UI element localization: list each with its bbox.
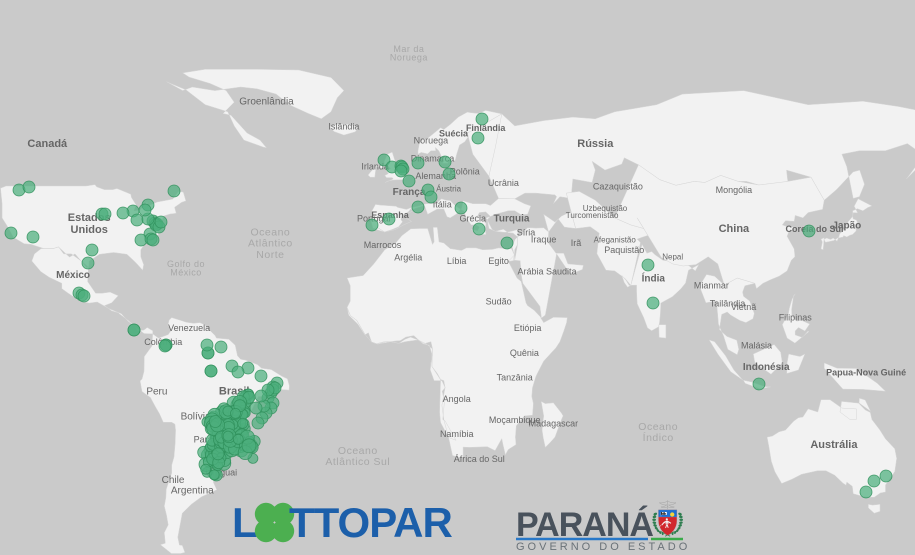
svg-text:Malásia: Malásia xyxy=(741,341,772,351)
svg-text:Islândia: Islândia xyxy=(328,122,359,132)
svg-text:Peru: Peru xyxy=(146,387,167,398)
svg-text:Cazaquistão: Cazaquistão xyxy=(593,182,643,192)
svg-text:Etiópia: Etiópia xyxy=(514,323,542,333)
svg-text:Tanzânia: Tanzânia xyxy=(497,373,533,383)
svg-text:Noruega: Noruega xyxy=(390,53,428,63)
svg-text:Egito: Egito xyxy=(488,256,509,266)
svg-text:Suécia: Suécia xyxy=(439,129,469,139)
svg-text:Sudão: Sudão xyxy=(486,297,512,307)
svg-text:Atlântico Sul: Atlântico Sul xyxy=(325,456,390,468)
svg-text:Síria: Síria xyxy=(517,228,536,238)
svg-text:Oceano: Oceano xyxy=(251,226,291,238)
svg-text:Namíbia: Namíbia xyxy=(440,429,474,439)
svg-text:Finlândia: Finlândia xyxy=(466,123,506,133)
svg-text:Groenlândia: Groenlândia xyxy=(239,97,294,108)
svg-text:Turcomenistão: Turcomenistão xyxy=(566,211,619,220)
svg-text:L: L xyxy=(232,499,257,546)
svg-text:Argélia: Argélia xyxy=(394,252,422,262)
svg-text:China: China xyxy=(719,223,750,235)
svg-text:México: México xyxy=(56,270,90,281)
svg-text:Angola: Angola xyxy=(443,394,471,404)
svg-text:França: França xyxy=(393,187,426,198)
svg-text:Chile: Chile xyxy=(162,475,185,486)
svg-text:Índico: Índico xyxy=(643,431,674,444)
svg-text:Marrocos: Marrocos xyxy=(364,240,402,250)
svg-text:Argentina: Argentina xyxy=(171,486,214,497)
svg-text:Mianmar: Mianmar xyxy=(694,281,729,291)
svg-text:GOVERNO DO ESTADO: GOVERNO DO ESTADO xyxy=(516,541,690,553)
svg-text:Canadá: Canadá xyxy=(27,138,68,150)
svg-text:Madagascar: Madagascar xyxy=(529,419,579,429)
svg-text:Papua-Nova Guiné: Papua-Nova Guiné xyxy=(826,367,906,377)
svg-text:Atlântico: Atlântico xyxy=(248,238,293,250)
svg-text:Paquistão: Paquistão xyxy=(604,245,644,255)
svg-text:Austrália: Austrália xyxy=(810,439,858,451)
svg-text:Afeganistão: Afeganistão xyxy=(594,236,637,245)
svg-text:Oceano: Oceano xyxy=(638,421,678,433)
svg-text:Grécia: Grécia xyxy=(460,213,487,223)
svg-text:Rússia: Rússia xyxy=(577,138,614,150)
svg-text:Venezuela: Venezuela xyxy=(168,323,210,333)
svg-text:Mongólia: Mongólia xyxy=(716,185,753,195)
svg-text:Irã: Irã xyxy=(571,238,582,248)
svg-text:TTOPAR: TTOPAR xyxy=(289,499,452,546)
svg-text:Nepal: Nepal xyxy=(662,253,683,262)
svg-text:Ucrânia: Ucrânia xyxy=(488,178,519,188)
svg-text:Indonésia: Indonésia xyxy=(743,362,790,373)
svg-text:Áustria: Áustria xyxy=(436,184,461,193)
svg-text:Vietnã: Vietnã xyxy=(731,302,756,312)
svg-text:Líbia: Líbia xyxy=(447,256,467,266)
svg-text:México: México xyxy=(170,268,202,278)
svg-text:Turquia: Turquia xyxy=(494,213,530,224)
svg-text:África do Sul: África do Sul xyxy=(454,454,505,464)
svg-text:Arábia Saudita: Arábia Saudita xyxy=(517,267,576,277)
svg-text:Índia: Índia xyxy=(642,272,666,285)
svg-text:Filipinas: Filipinas xyxy=(779,312,813,322)
svg-text:Norte: Norte xyxy=(256,249,284,261)
svg-text:Quênia: Quênia xyxy=(510,348,539,358)
